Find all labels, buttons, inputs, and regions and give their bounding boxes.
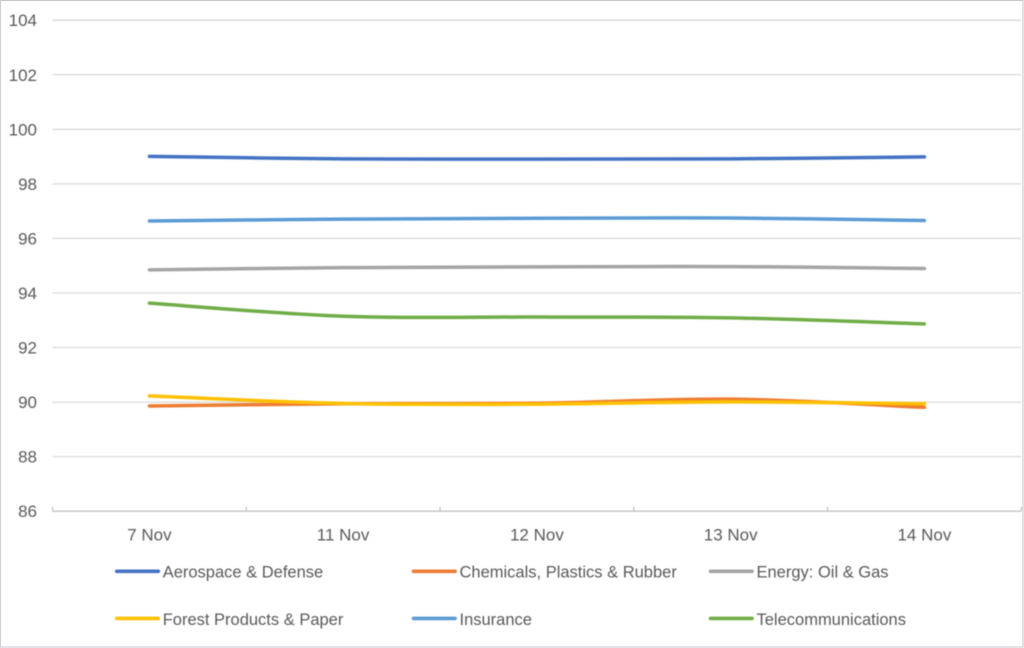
svg-text:7 Nov: 7 Nov — [127, 526, 172, 545]
svg-text:86: 86 — [18, 502, 37, 521]
svg-text:94: 94 — [18, 284, 37, 303]
svg-text:88: 88 — [18, 448, 37, 467]
svg-text:102: 102 — [9, 66, 37, 85]
svg-text:11 Nov: 11 Nov — [317, 526, 370, 545]
svg-text:104: 104 — [9, 11, 37, 30]
svg-text:13 Nov: 13 Nov — [704, 526, 758, 545]
svg-text:90: 90 — [18, 393, 37, 412]
svg-text:14 Nov: 14 Nov — [897, 526, 951, 545]
svg-text:Energy: Oil & Gas: Energy: Oil & Gas — [757, 564, 889, 582]
svg-text:Forest Products & Paper: Forest Products & Paper — [163, 611, 344, 629]
svg-text:Chemicals, Plastics & Rubber: Chemicals, Plastics & Rubber — [460, 564, 678, 582]
svg-text:Telecommunications: Telecommunications — [757, 611, 906, 629]
svg-text:100: 100 — [9, 120, 37, 139]
svg-text:98: 98 — [18, 175, 37, 194]
svg-text:Aerospace & Defense: Aerospace & Defense — [163, 564, 324, 582]
svg-text:96: 96 — [18, 229, 37, 248]
svg-text:Insurance: Insurance — [460, 611, 532, 629]
svg-text:12 Nov: 12 Nov — [510, 526, 564, 545]
svg-text:92: 92 — [18, 339, 37, 358]
